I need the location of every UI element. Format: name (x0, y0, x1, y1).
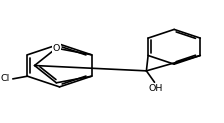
Text: O: O (53, 44, 60, 53)
Text: OH: OH (149, 84, 163, 93)
Text: Cl: Cl (1, 74, 10, 83)
